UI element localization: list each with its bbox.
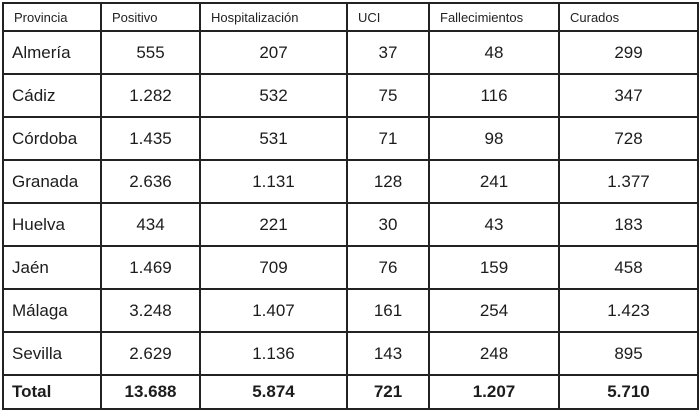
cell-value: 1.423 [558,288,699,333]
cell-value: 183 [558,202,699,247]
cell-provincia: Cádiz [2,73,102,118]
column-header-fallecimientos: Fallecimientos [428,2,560,32]
cell-provincia: Huelva [2,202,102,247]
cell-provincia: Córdoba [2,116,102,161]
cell-value: 1.377 [558,159,699,204]
cell-value: 532 [199,73,348,118]
cell-total-label: Total [2,374,102,410]
cell-provincia: Almería [2,30,102,75]
cell-value: 159 [428,245,560,290]
cell-value: 1.469 [100,245,201,290]
column-header-hospitalizacion: Hospitalización [199,2,348,32]
cell-value: 241 [428,159,560,204]
cell-value: 5.710 [558,374,699,410]
cell-value: 116 [428,73,560,118]
cell-provincia: Granada [2,159,102,204]
table-row: Almería 555 207 37 48 299 [2,30,699,75]
cell-value: 76 [346,245,430,290]
table-row: Granada 2.636 1.131 128 241 1.377 [2,159,699,204]
cell-value: 98 [428,116,560,161]
cell-value: 248 [428,331,560,376]
cell-value: 2.636 [100,159,201,204]
cell-value: 531 [199,116,348,161]
cell-value: 128 [346,159,430,204]
cell-value: 895 [558,331,699,376]
column-header-curados: Curados [558,2,699,32]
cell-value: 75 [346,73,430,118]
cell-value: 721 [346,374,430,410]
cell-value: 1.435 [100,116,201,161]
cell-value: 48 [428,30,560,75]
table-row: Málaga 3.248 1.407 161 254 1.423 [2,288,699,333]
cell-value: 30 [346,202,430,247]
cell-value: 1.407 [199,288,348,333]
cell-provincia: Sevilla [2,331,102,376]
cell-value: 347 [558,73,699,118]
cell-provincia: Jaén [2,245,102,290]
table-row: Huelva 434 221 30 43 183 [2,202,699,247]
cell-value: 728 [558,116,699,161]
cell-value: 37 [346,30,430,75]
column-header-positivo: Positivo [100,2,201,32]
table-body: Almería 555 207 37 48 299 Cádiz 1.282 532 75 116 34… [2,30,699,410]
total-row: Total 13.688 5.874 721 1.207 5.710 [2,374,699,410]
cell-value: 709 [199,245,348,290]
cell-value: 299 [558,30,699,75]
cell-value: 43 [428,202,560,247]
cell-value: 13.688 [100,374,201,410]
cell-value: 221 [199,202,348,247]
cell-value: 2.629 [100,331,201,376]
cell-value: 1.136 [199,331,348,376]
cell-provincia: Málaga [2,288,102,333]
column-header-provincia: Provincia [2,2,102,32]
cell-value: 1.207 [428,374,560,410]
cell-value: 71 [346,116,430,161]
table-row: Córdoba 1.435 531 71 98 728 [2,116,699,161]
table-row: Cádiz 1.282 532 75 116 347 [2,73,699,118]
table-row: Jaén 1.469 709 76 159 458 [2,245,699,290]
cell-value: 434 [100,202,201,247]
cell-value: 3.248 [100,288,201,333]
table-header: Provincia Positivo Hospitalización UCI F… [2,2,699,32]
cell-value: 207 [199,30,348,75]
column-header-uci: UCI [346,2,430,32]
cell-value: 161 [346,288,430,333]
cell-value: 458 [558,245,699,290]
cell-value: 1.131 [199,159,348,204]
cell-value: 254 [428,288,560,333]
header-row: Provincia Positivo Hospitalización UCI F… [2,2,699,32]
cell-value: 1.282 [100,73,201,118]
table-row: Sevilla 2.629 1.136 143 248 895 [2,331,699,376]
cell-value: 143 [346,331,430,376]
cell-value: 5.874 [199,374,348,410]
cell-value: 555 [100,30,201,75]
